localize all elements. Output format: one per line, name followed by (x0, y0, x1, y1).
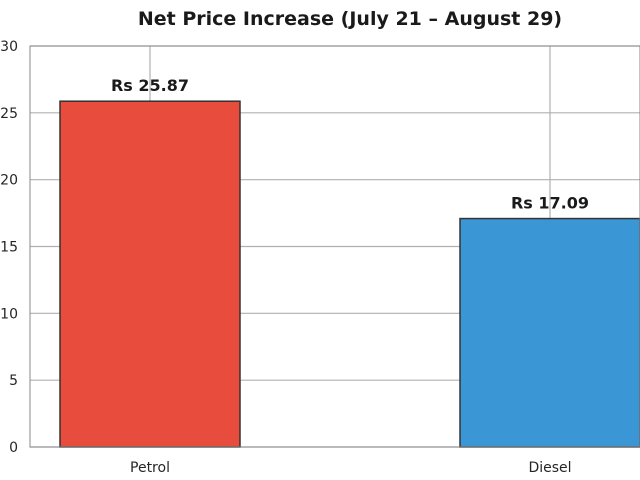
y-tick-label: 20 (0, 173, 18, 189)
data-labels: Rs 25.87 Rs 17.09 (111, 76, 589, 212)
data-label-diesel: Rs 17.09 (511, 194, 589, 213)
bar-petrol (59, 100, 241, 448)
x-axis: Petrol Diesel (130, 460, 572, 476)
chart-title: Net Price Increase (July 21 – August 29) (138, 8, 562, 30)
bar-diesel (459, 217, 640, 448)
x-tick-label-diesel: Diesel (528, 460, 571, 476)
bars (59, 100, 640, 448)
data-label-petrol: Rs 25.87 (111, 76, 189, 95)
plot-frame (29, 45, 640, 448)
y-tick-label: 25 (0, 106, 18, 122)
y-tick-label: 30 (0, 39, 18, 55)
y-tick-label: 0 (9, 440, 18, 456)
y-tick-label: 10 (0, 306, 18, 322)
y-axis: 0 5 10 15 20 25 30 (0, 39, 18, 456)
y-tick-label: 5 (9, 373, 18, 389)
x-tick-label-petrol: Petrol (130, 460, 170, 476)
y-tick-label: 15 (0, 240, 18, 256)
